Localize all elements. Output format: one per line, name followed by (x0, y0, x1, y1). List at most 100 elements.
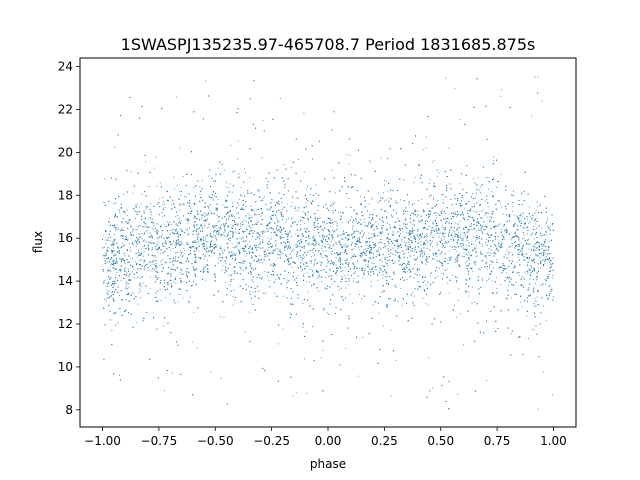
data-point (175, 216, 177, 218)
data-point (370, 285, 372, 287)
data-point (114, 260, 116, 262)
data-point (127, 268, 129, 270)
data-point (468, 253, 470, 255)
data-point (256, 209, 258, 211)
data-point (240, 228, 242, 230)
data-point (450, 239, 452, 241)
data-point (463, 228, 465, 230)
data-point (482, 209, 484, 211)
data-point (170, 249, 172, 251)
data-point (430, 242, 432, 244)
data-point (231, 191, 233, 193)
data-point (305, 202, 307, 204)
data-point (119, 212, 121, 214)
data-point (448, 147, 450, 149)
data-point (140, 236, 142, 238)
data-point (382, 192, 384, 194)
data-point (527, 273, 529, 275)
data-point (421, 198, 423, 200)
data-point (474, 248, 476, 250)
data-point (459, 183, 461, 185)
data-point (499, 202, 501, 204)
data-point (526, 219, 528, 221)
data-point (171, 204, 173, 206)
data-point (485, 257, 487, 259)
data-point (329, 246, 331, 248)
data-point (432, 221, 434, 223)
data-point (505, 229, 507, 231)
data-point (433, 258, 435, 260)
data-point (296, 245, 298, 247)
data-point (485, 228, 487, 230)
data-point (155, 296, 157, 298)
data-point (348, 163, 350, 165)
data-point (275, 248, 277, 250)
data-point (245, 220, 247, 222)
data-point (447, 282, 449, 284)
data-point (420, 244, 422, 246)
data-point (375, 244, 377, 246)
data-point (399, 199, 401, 201)
data-point (280, 257, 282, 259)
data-point (107, 236, 109, 238)
data-point (138, 288, 140, 290)
data-point (345, 287, 347, 289)
data-point (310, 262, 312, 264)
data-point (502, 236, 504, 238)
data-point (334, 201, 336, 203)
data-point (459, 253, 461, 255)
data-point (142, 246, 144, 248)
data-point (462, 237, 464, 239)
data-point (500, 284, 502, 286)
data-point (245, 246, 247, 248)
data-point (155, 270, 157, 272)
data-point (304, 358, 306, 360)
data-point (541, 248, 543, 250)
data-point (205, 236, 207, 238)
data-point (193, 187, 195, 189)
data-point (383, 325, 385, 327)
data-point (418, 242, 420, 244)
data-point (408, 241, 410, 243)
data-point (217, 230, 219, 232)
data-point (411, 251, 413, 253)
data-point (310, 202, 312, 204)
data-point (418, 220, 420, 222)
data-point (190, 246, 192, 248)
data-point (532, 279, 534, 280)
data-point (409, 221, 411, 223)
data-point (466, 260, 468, 262)
data-point (129, 257, 131, 259)
data-point (295, 392, 297, 394)
data-point (413, 295, 415, 297)
data-point (382, 225, 384, 227)
data-point (156, 265, 158, 267)
data-point (121, 299, 123, 301)
data-point (348, 263, 350, 265)
data-point (211, 212, 213, 214)
data-point (342, 232, 344, 234)
data-point (357, 375, 359, 377)
data-point (454, 231, 456, 233)
data-point (306, 272, 308, 274)
data-point (104, 298, 106, 300)
data-point (145, 208, 147, 210)
data-point (521, 306, 523, 308)
data-point (166, 247, 168, 249)
data-point (103, 257, 105, 259)
data-point (462, 243, 464, 245)
data-point (352, 226, 354, 228)
data-point (331, 205, 333, 207)
data-point (143, 255, 145, 257)
data-point (454, 260, 456, 262)
data-point (210, 242, 212, 244)
data-point (205, 248, 207, 250)
data-point (257, 261, 259, 263)
data-point (149, 288, 151, 290)
data-point (537, 267, 539, 269)
data-point (209, 210, 211, 212)
data-point (368, 224, 370, 226)
data-point (143, 226, 145, 228)
data-point (269, 216, 271, 218)
data-point (399, 245, 401, 247)
